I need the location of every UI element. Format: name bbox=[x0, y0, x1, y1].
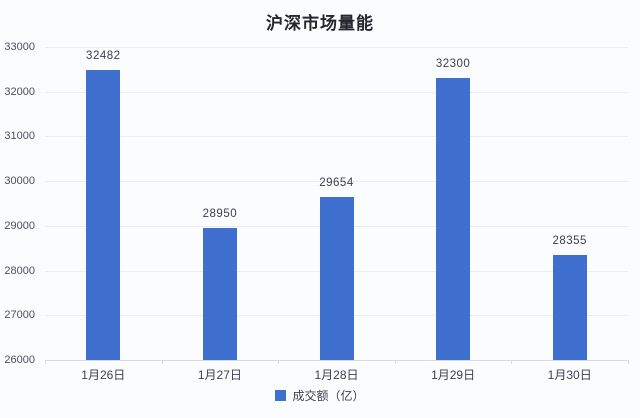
plot-area: 26000 27000 28000 29000 30000 31000 32000 33000… bbox=[4, 41, 629, 382]
x-axis-category-label: 1月27日 bbox=[197, 368, 242, 382]
y-axis-tick-label: 26000 bbox=[4, 354, 35, 366]
chart-title: 沪深市场量能 bbox=[266, 14, 374, 34]
y-axis-tick-label: 33000 bbox=[4, 41, 35, 53]
x-axis-tick bbox=[394, 360, 396, 364]
y-axis-tick-label: 30000 bbox=[4, 175, 35, 188]
legend-item[interactable]: 成交额（亿） bbox=[275, 387, 365, 404]
gridline bbox=[45, 136, 628, 138]
y-axis-tick-label: 28000 bbox=[4, 264, 35, 277]
bar-1月29日[interactable] bbox=[436, 78, 471, 360]
gridline bbox=[45, 47, 628, 48]
bar-1月30日[interactable] bbox=[552, 254, 587, 360]
bar-1月28日[interactable] bbox=[319, 196, 354, 360]
legend-label: 成交额（亿） bbox=[292, 389, 365, 403]
y-axis-tick-label: 32000 bbox=[4, 85, 35, 98]
x-axis-tick bbox=[45, 360, 46, 364]
legend-swatch-icon bbox=[275, 390, 287, 401]
x-axis-category-label: 1月29日 bbox=[431, 368, 476, 382]
x-axis-tick bbox=[628, 360, 629, 364]
bar-1月27日[interactable] bbox=[202, 228, 237, 360]
y-axis-tick-label: 27000 bbox=[4, 309, 35, 322]
bar-value-label: 28355 bbox=[552, 234, 587, 247]
bar-value-label: 32482 bbox=[86, 50, 121, 63]
gridline bbox=[45, 181, 628, 183]
gridline bbox=[45, 91, 628, 93]
x-axis-tick bbox=[511, 360, 513, 364]
bar-value-label: 32300 bbox=[435, 58, 471, 71]
bar-value-label: 29654 bbox=[319, 176, 354, 189]
x-axis-tick bbox=[161, 360, 163, 364]
x-axis-category-label: 1月26日 bbox=[81, 368, 126, 382]
bar-value-label: 28950 bbox=[202, 208, 238, 221]
y-axis-tick-label: 29000 bbox=[4, 219, 35, 232]
legend: 成交额（亿） bbox=[0, 387, 640, 404]
bar-1月26日[interactable] bbox=[86, 70, 121, 360]
x-axis-category-label: 1月28日 bbox=[314, 368, 359, 382]
x-axis-line bbox=[45, 360, 628, 361]
x-axis-category-label: 1月30日 bbox=[547, 368, 592, 382]
y-axis-tick-label: 31000 bbox=[4, 130, 35, 143]
x-axis-tick bbox=[278, 360, 280, 364]
